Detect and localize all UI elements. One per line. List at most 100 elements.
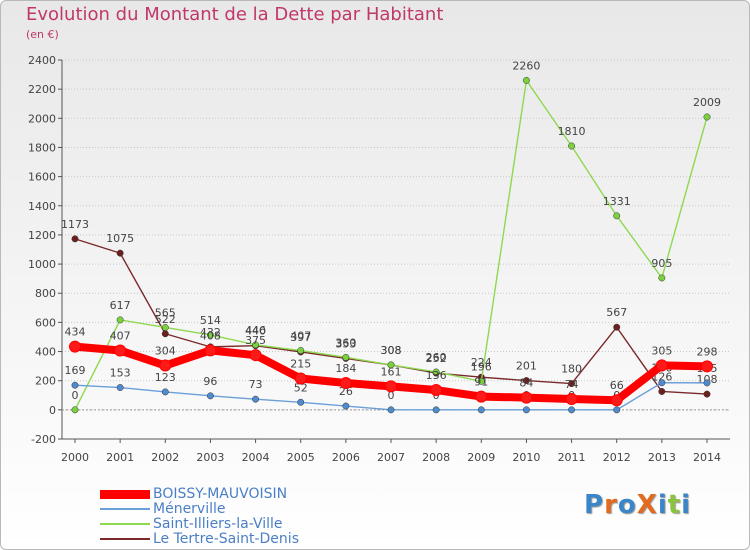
tick-label-x: 2012 bbox=[603, 451, 631, 464]
data-label-m-nerville: 153 bbox=[110, 367, 131, 380]
data-point-m-nerville bbox=[703, 379, 711, 387]
data-point-boissy-mauvoisin bbox=[610, 394, 623, 407]
data-label-le-tertre-saint-denis: 397 bbox=[290, 331, 311, 344]
data-label-saint-illiers-la-ville: 0 bbox=[72, 389, 79, 402]
data-label-le-tertre-saint-denis: 201 bbox=[516, 360, 537, 373]
data-point-le-tertre-saint-denis bbox=[613, 323, 621, 331]
data-point-boissy-mauvoisin bbox=[114, 344, 127, 357]
data-label-boissy-mauvoisin: 408 bbox=[200, 329, 221, 342]
data-point-m-nerville bbox=[522, 406, 530, 414]
tick-label-y: 200 bbox=[35, 375, 56, 388]
data-point-m-nerville bbox=[206, 392, 214, 400]
data-label-saint-illiers-la-ville: 446 bbox=[245, 324, 266, 337]
legend-label: Le Tertre-Saint-Denis bbox=[153, 531, 299, 547]
tick-label-x: 2010 bbox=[512, 451, 540, 464]
data-point-saint-illiers-la-ville bbox=[297, 347, 305, 354]
data-label-m-nerville: 52 bbox=[294, 381, 308, 394]
data-point-saint-illiers-la-ville bbox=[658, 274, 666, 282]
data-label-saint-illiers-la-ville: 905 bbox=[651, 257, 672, 270]
data-label-saint-illiers-la-ville: 196 bbox=[471, 360, 492, 373]
data-point-le-tertre-saint-denis bbox=[568, 380, 576, 388]
tick-label-y: 800 bbox=[35, 287, 56, 300]
data-point-le-tertre-saint-denis bbox=[703, 390, 711, 398]
tick-label-y: 0 bbox=[49, 404, 56, 417]
data-point-boissy-mauvoisin bbox=[249, 349, 262, 362]
data-label-boissy-mauvoisin: 434 bbox=[65, 326, 86, 339]
data-point-boissy-mauvoisin bbox=[294, 372, 307, 385]
data-point-saint-illiers-la-ville bbox=[206, 331, 214, 339]
data-label-boissy-mauvoisin: 375 bbox=[245, 334, 266, 347]
data-point-m-nerville bbox=[342, 402, 350, 410]
tick-label-y: -200 bbox=[31, 433, 56, 446]
tick-label-y: 2400 bbox=[28, 54, 56, 67]
data-label-boissy-mauvoisin: 161 bbox=[381, 365, 402, 378]
tick-label-x: 2007 bbox=[377, 451, 405, 464]
tick-label-x: 2002 bbox=[151, 451, 179, 464]
data-point-m-nerville bbox=[613, 406, 621, 414]
data-point-m-nerville bbox=[297, 398, 305, 406]
data-label-m-nerville: 169 bbox=[65, 364, 86, 377]
data-label-le-tertre-saint-denis: 180 bbox=[561, 363, 582, 376]
legend-swatch bbox=[100, 508, 150, 510]
data-point-m-nerville bbox=[387, 406, 395, 414]
data-label-m-nerville: 96 bbox=[203, 375, 217, 388]
data-point-saint-illiers-la-ville bbox=[387, 361, 395, 369]
legend-item: BOISSY-MAUVOISIN bbox=[100, 486, 287, 502]
tick-label-x: 2000 bbox=[61, 451, 89, 464]
tick-label-x: 2003 bbox=[196, 451, 224, 464]
data-point-saint-illiers-la-ville bbox=[703, 113, 711, 121]
data-point-saint-illiers-la-ville bbox=[613, 212, 621, 220]
data-label-le-tertre-saint-denis: 353 bbox=[335, 337, 356, 350]
data-label-boissy-mauvoisin: 136 bbox=[426, 369, 447, 382]
data-point-saint-illiers-la-ville bbox=[71, 406, 79, 414]
data-label-boissy-mauvoisin: 407 bbox=[110, 330, 131, 343]
data-point-m-nerville bbox=[161, 388, 169, 396]
data-point-m-nerville bbox=[71, 381, 79, 389]
data-point-boissy-mauvoisin bbox=[339, 377, 352, 390]
legend-swatch bbox=[100, 523, 150, 525]
data-point-m-nerville bbox=[116, 384, 124, 391]
data-label-boissy-mauvoisin: 305 bbox=[651, 344, 672, 357]
legend-swatch bbox=[100, 489, 150, 499]
data-label-boissy-mauvoisin: 84 bbox=[519, 377, 533, 390]
data-point-saint-illiers-la-ville bbox=[522, 76, 530, 84]
legend-item: Ménerville bbox=[100, 501, 226, 517]
tick-label-y: 400 bbox=[35, 346, 56, 359]
data-point-m-nerville bbox=[477, 406, 485, 414]
data-label-saint-illiers-la-ville: 308 bbox=[381, 344, 402, 357]
data-label-boissy-mauvoisin: 91 bbox=[474, 376, 488, 389]
data-point-m-nerville bbox=[658, 379, 666, 387]
tick-label-x: 2013 bbox=[648, 451, 676, 464]
legend-swatch bbox=[100, 538, 150, 540]
data-label-saint-illiers-la-ville: 514 bbox=[200, 314, 221, 327]
data-label-boissy-mauvoisin: 66 bbox=[610, 379, 624, 392]
legend-label: Ménerville bbox=[153, 501, 226, 517]
data-label-m-nerville: 26 bbox=[339, 385, 353, 398]
legend-label: Saint-Illiers-la-Ville bbox=[153, 516, 283, 532]
data-point-boissy-mauvoisin bbox=[204, 344, 217, 357]
data-label-saint-illiers-la-ville: 2260 bbox=[512, 59, 540, 72]
data-point-boissy-mauvoisin bbox=[701, 360, 713, 373]
data-label-saint-illiers-la-ville: 1810 bbox=[558, 125, 586, 138]
tick-label-y: 1600 bbox=[28, 171, 56, 184]
data-label-saint-illiers-la-ville: 360 bbox=[335, 336, 356, 349]
tick-label-x: 2014 bbox=[693, 451, 721, 464]
data-point-boissy-mauvoisin bbox=[565, 393, 578, 406]
tick-label-y: 2000 bbox=[28, 112, 56, 125]
data-point-m-nerville bbox=[252, 395, 260, 403]
data-label-saint-illiers-la-ville: 617 bbox=[110, 299, 131, 312]
data-point-saint-illiers-la-ville bbox=[252, 341, 260, 349]
tick-label-y: 600 bbox=[35, 316, 56, 329]
data-label-saint-illiers-la-ville: 2009 bbox=[693, 96, 721, 109]
data-point-m-nerville bbox=[432, 406, 440, 414]
data-label-m-nerville: 0 bbox=[388, 389, 395, 402]
chart-subtitle: (en €) bbox=[26, 28, 59, 41]
data-point-boissy-mauvoisin bbox=[430, 384, 443, 397]
data-point-saint-illiers-la-ville bbox=[477, 377, 485, 385]
data-label-le-tertre-saint-denis: 440 bbox=[245, 325, 266, 338]
data-label-boissy-mauvoisin: 74 bbox=[565, 378, 579, 391]
data-point-saint-illiers-la-ville bbox=[116, 316, 124, 324]
tick-label-y: 1800 bbox=[28, 141, 56, 154]
